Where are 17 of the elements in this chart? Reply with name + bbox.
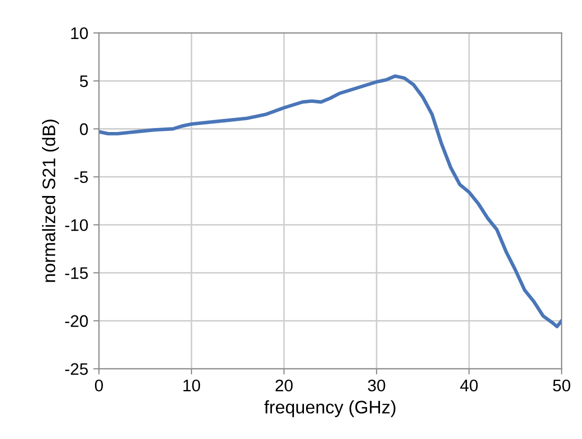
x-axis-title: frequency (GHz)	[264, 400, 396, 418]
y-tick-label: 5	[80, 75, 88, 88]
y-tick-label: -20	[65, 315, 88, 327]
x-tick-label: 50	[553, 380, 570, 392]
x-tick-label: 20	[276, 380, 293, 392]
y-tick-label: -15	[65, 267, 88, 280]
line-series	[98, 74, 562, 328]
y-tick-label: 10	[71, 27, 88, 40]
x-tick-label: 30	[368, 380, 386, 392]
y-tick-label: -5	[74, 171, 88, 184]
y-axis-title: normalized S21 (dB)	[42, 120, 59, 282]
y-tick-label: 0	[80, 123, 88, 136]
x-tick-label: 10	[183, 380, 200, 392]
x-tick-label: 40	[460, 380, 478, 392]
y-tick-label: -25	[65, 363, 88, 375]
y-tick-label: -10	[65, 219, 88, 232]
x-tick-label: 0	[94, 380, 103, 392]
